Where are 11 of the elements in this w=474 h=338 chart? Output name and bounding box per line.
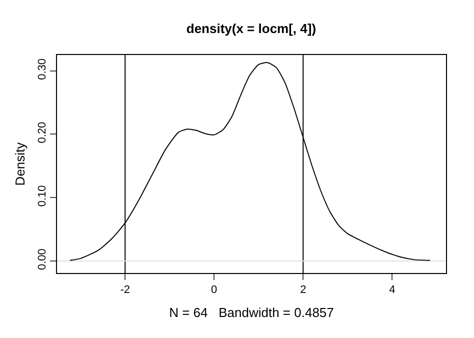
y-tick-label: 0.00 [36, 248, 49, 270]
x-tick-label: 4 [389, 284, 396, 296]
y-tick-label: 0.30 [36, 58, 49, 80]
x-axis-title: N = 64 Bandwidth = 0.4857 [169, 304, 334, 320]
chart-title: density(x = locm[, 4]) [186, 20, 316, 36]
x-tick-label: 0 [211, 284, 218, 296]
x-tick-label: -2 [120, 284, 130, 296]
y-axis-title: Density [12, 142, 28, 186]
y-tick-label: 0.20 [36, 122, 49, 144]
x-tick-label: 2 [300, 284, 306, 296]
y-tick-label: 0.10 [36, 185, 49, 207]
